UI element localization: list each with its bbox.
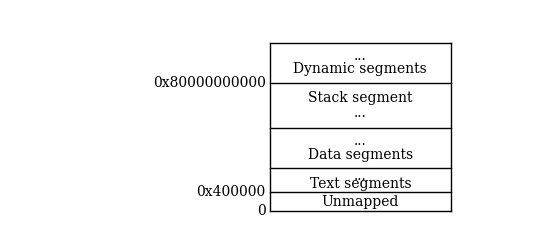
- Text: 0x400000: 0x400000: [196, 185, 266, 200]
- Text: 0x80000000000: 0x80000000000: [153, 76, 266, 90]
- Text: ...: ...: [354, 106, 367, 120]
- Text: ...: ...: [354, 169, 367, 183]
- Text: Dynamic segments: Dynamic segments: [294, 62, 427, 76]
- Text: 0: 0: [257, 204, 266, 218]
- Text: ...: ...: [354, 134, 367, 148]
- Text: Unmapped: Unmapped: [322, 195, 399, 209]
- Text: Text segments: Text segments: [310, 177, 411, 191]
- Text: Stack segment: Stack segment: [308, 91, 413, 105]
- Text: ...: ...: [354, 49, 367, 63]
- Text: Data segments: Data segments: [308, 148, 413, 162]
